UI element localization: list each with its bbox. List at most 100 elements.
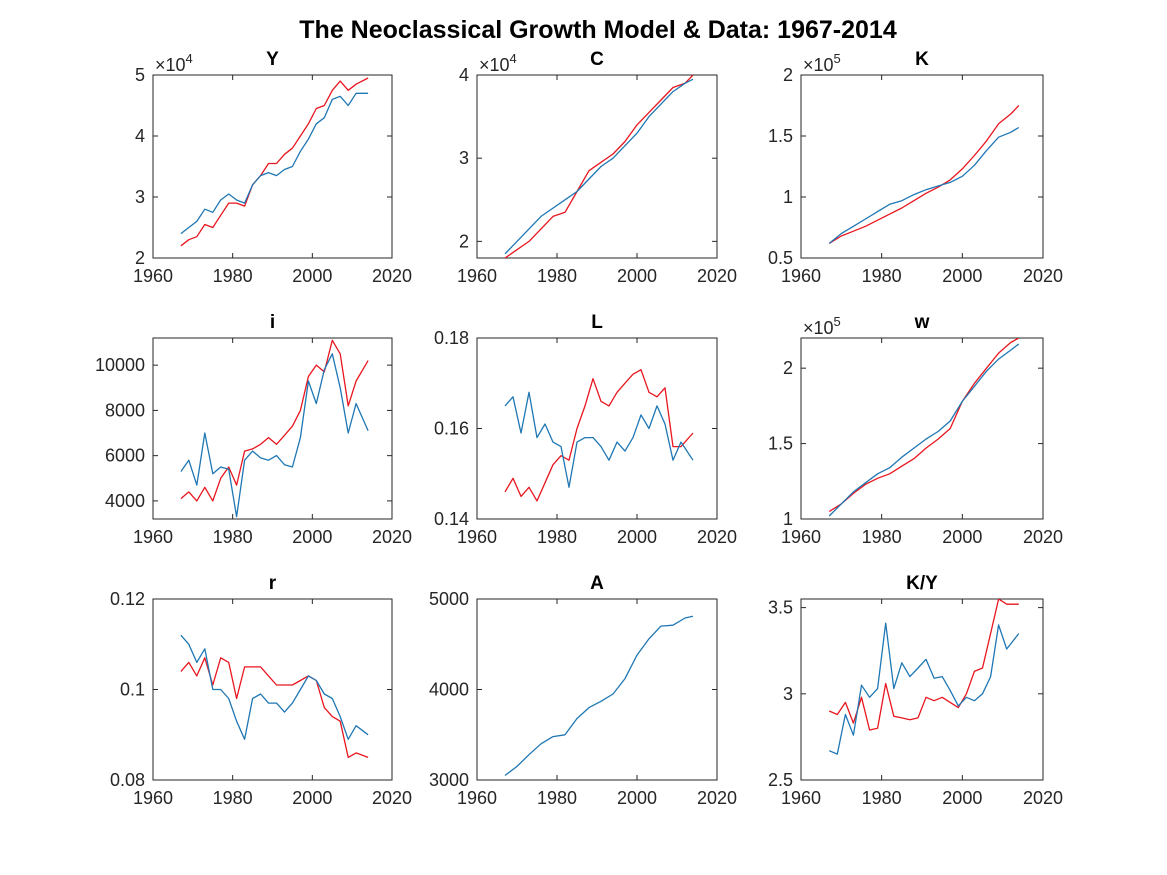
axes-box	[800, 337, 1044, 520]
subplot-title: L	[591, 312, 603, 333]
figure-title: The Neoclassical Growth Model & Data: 19…	[299, 16, 897, 44]
series-line-1	[828, 105, 1020, 244]
x-tick-label: 2000	[292, 788, 332, 808]
x-tick-label: 2020	[372, 266, 412, 286]
x-tick-label: 2020	[697, 527, 737, 547]
y-tick-label: 0.18	[434, 328, 469, 348]
subplot-title: w	[914, 312, 930, 333]
x-tick-label: 2000	[942, 266, 982, 286]
y-tick-label: 2	[783, 65, 793, 85]
y-tick-label: 3	[783, 684, 793, 704]
y-tick-label: 4	[135, 126, 145, 146]
subplot-a: 1960 1980 2000 2020 3000 4000 5000 A	[429, 573, 737, 808]
x-tick-label: 1960	[457, 788, 497, 808]
x-tick-label: 2000	[617, 527, 657, 547]
x-tick-label: 2020	[372, 527, 412, 547]
y-tick-label: 2	[783, 358, 793, 378]
x-tick-label: 2000	[942, 788, 982, 808]
series-line-2	[180, 353, 369, 518]
y-tick-label: 3.5	[768, 598, 793, 618]
subplot-title: C	[590, 49, 604, 70]
axis-exponent-value: 5	[834, 314, 841, 329]
subplot-l: 1960 1980 2000 2020 0.14 0.16 0.18 L	[434, 312, 737, 547]
x-tick-label: 1980	[537, 527, 577, 547]
y-tick-label: 3000	[429, 770, 469, 790]
subplot-title: K	[915, 49, 929, 70]
x-tick-label: 1980	[213, 788, 253, 808]
y-tick-label: 5	[135, 65, 145, 85]
x-tick-label: 1960	[133, 788, 173, 808]
y-tick-label: 4	[459, 65, 469, 85]
y-tick-label: 4000	[105, 491, 145, 511]
series-line-1	[504, 615, 694, 777]
y-tick-label: 0.08	[110, 770, 145, 790]
subplot-k: 1960 1980 2000 2020 0.5 1 1.5 2 K ×105	[768, 49, 1063, 286]
series-line-2	[828, 343, 1020, 517]
x-tick-label: 2020	[1023, 788, 1063, 808]
x-tick-label: 2020	[697, 266, 737, 286]
axis-exponent-value: 4	[510, 51, 517, 66]
x-tick-label: 1960	[133, 266, 173, 286]
x-tick-label: 2000	[942, 527, 982, 547]
series-line-2	[180, 634, 369, 740]
y-tick-label: 2.5	[768, 770, 793, 790]
subplot-y: 1960 1980 2000 2020 2 3 4 5 Y ×104	[133, 49, 412, 286]
x-tick-label: 2000	[617, 788, 657, 808]
y-tick-label: 1.5	[768, 434, 793, 454]
x-tick-label: 1980	[213, 266, 253, 286]
x-tick-label: 1980	[862, 788, 902, 808]
series-line-1	[504, 369, 694, 502]
series-line-2	[828, 622, 1020, 755]
x-tick-label: 2020	[1023, 266, 1063, 286]
subplot-title: i	[270, 312, 275, 333]
axes-box	[476, 74, 718, 259]
y-tick-label: 1	[783, 509, 793, 529]
y-tick-label: 0.14	[434, 509, 469, 529]
axes-box	[800, 74, 1044, 259]
subplot-title: A	[590, 573, 604, 594]
series-line-2	[828, 126, 1020, 244]
y-tick-label: 6000	[105, 446, 145, 466]
x-tick-label: 1980	[862, 527, 902, 547]
axes-box	[800, 598, 1044, 781]
subplot-title: K/Y	[906, 573, 938, 594]
axes-box	[476, 337, 718, 520]
y-tick-label: 1.5	[768, 126, 793, 146]
y-tick-label: 0.5	[768, 248, 793, 268]
y-tick-label: 5000	[429, 589, 469, 609]
series-line-2	[504, 78, 694, 255]
x-tick-label: 2000	[617, 266, 657, 286]
axis-exponent-label: ×105	[803, 314, 841, 338]
axis-exponent-label: ×104	[155, 51, 193, 75]
x-tick-label: 1960	[457, 266, 497, 286]
x-tick-label: 2000	[292, 266, 332, 286]
axes-box	[476, 598, 718, 781]
axis-exponent-label: ×105	[803, 51, 841, 75]
y-tick-label: 1	[783, 187, 793, 207]
y-tick-label: 3	[135, 187, 145, 207]
axis-exponent-label: ×104	[479, 51, 517, 75]
axes-box	[152, 598, 393, 781]
subplot-i: 1960 1980 2000 2020 4000 6000 8000 10000 i	[95, 312, 412, 547]
x-tick-label: 2020	[697, 788, 737, 808]
axes-box	[152, 74, 393, 259]
subplot-w: 1960 1980 2000 2020 1 1.5 2 w ×105	[768, 312, 1063, 547]
y-tick-label: 3	[459, 148, 469, 168]
subplot-title: Y	[266, 49, 279, 70]
y-tick-label: 0.12	[110, 589, 145, 609]
x-tick-label: 1960	[781, 527, 821, 547]
x-tick-label: 1980	[213, 527, 253, 547]
series-line-2	[504, 391, 694, 488]
y-tick-label: 2	[135, 248, 145, 268]
x-tick-label: 1960	[781, 266, 821, 286]
axes-box	[152, 337, 393, 520]
y-tick-label: 0.1	[120, 680, 145, 700]
subplot-r: 1960 1980 2000 2020 0.08 0.1 0.12 r	[110, 573, 412, 808]
x-tick-label: 2000	[292, 527, 332, 547]
y-tick-label: 0.16	[434, 419, 469, 439]
y-tick-label: 10000	[95, 355, 145, 375]
axis-exponent-value: 5	[834, 51, 841, 66]
x-tick-label: 2020	[1023, 527, 1063, 547]
subplot-title: r	[269, 573, 277, 594]
